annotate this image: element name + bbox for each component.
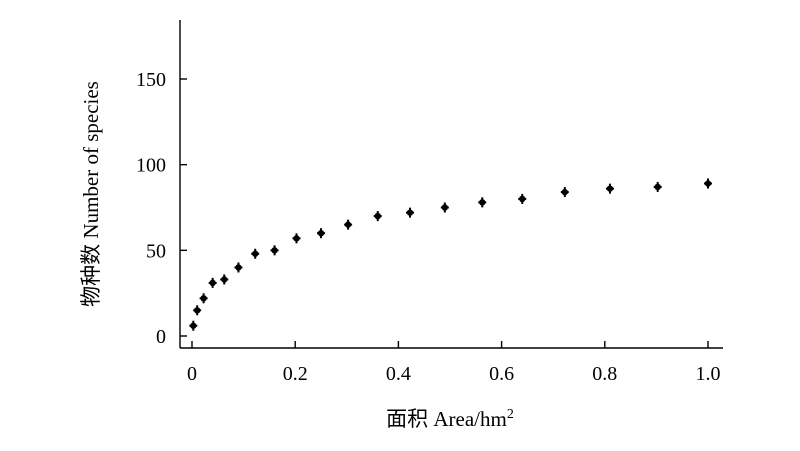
axes	[179, 20, 723, 349]
x-tick-label: 0.4	[386, 363, 411, 385]
data-point	[344, 219, 353, 230]
data-point	[317, 228, 325, 239]
y-tick-label: 50	[146, 240, 166, 262]
data-point	[653, 181, 662, 192]
x-axis-title: 面积 Area/hm2	[386, 407, 514, 431]
data-point	[189, 320, 198, 331]
data-point	[373, 211, 382, 222]
data-point	[605, 183, 614, 194]
x-tick-label: 0	[187, 363, 197, 385]
x-axis-title-text: 面积 Area/hm	[386, 407, 507, 431]
y-axis-title: 物种数 Number of species	[79, 81, 103, 307]
data-point	[251, 248, 260, 259]
data-point	[292, 233, 301, 244]
y-tick-label: 0	[156, 326, 166, 348]
x-tick-label: 0.8	[592, 363, 617, 385]
data-point	[193, 305, 202, 316]
data-point	[220, 274, 229, 285]
x-tick-label: 0.2	[283, 363, 308, 385]
data-point	[560, 187, 569, 198]
data-points	[189, 178, 712, 331]
y-tick-label: 150	[136, 69, 166, 91]
y-axis-ticks: 0 50 100 150	[136, 69, 187, 348]
data-point	[208, 277, 217, 288]
y-tick-label: 100	[136, 155, 166, 177]
data-point	[478, 197, 487, 208]
data-point	[199, 293, 208, 304]
data-point	[406, 207, 415, 218]
data-point	[704, 178, 712, 189]
data-point	[270, 245, 279, 256]
data-point	[234, 262, 243, 273]
x-tick-label: 0.6	[489, 363, 514, 385]
x-tick-label: 1.0	[696, 363, 721, 385]
data-point	[440, 202, 449, 213]
data-point	[518, 193, 527, 204]
x-axis-ticks: 0 0.2 0.4 0.6 0.8 1.0	[187, 341, 721, 385]
x-axis-title-superscript: 2	[507, 407, 514, 422]
